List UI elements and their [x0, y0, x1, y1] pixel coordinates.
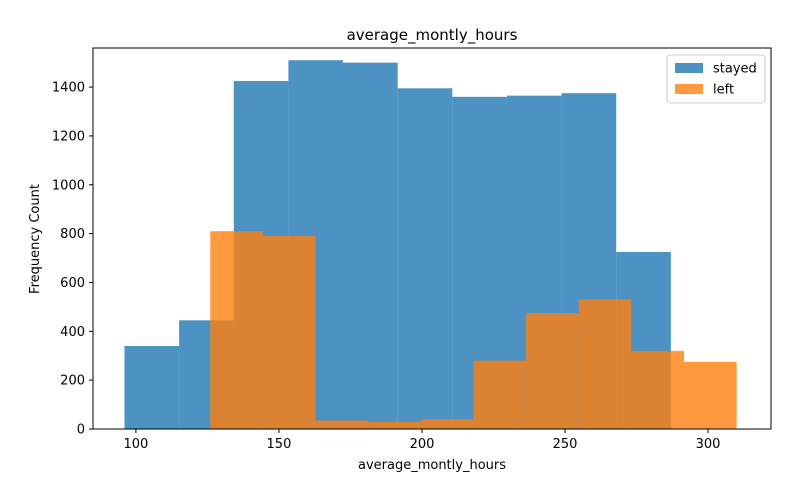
bar-left-4 [420, 419, 474, 429]
legend: stayed left [666, 54, 766, 104]
bar-left-6 [526, 312, 579, 429]
y-tick-label-800: 800 [60, 227, 85, 242]
legend-swatch-stayed [675, 63, 703, 73]
y-tick-label-1200: 1200 [52, 129, 85, 144]
bar-left-9 [684, 361, 737, 429]
bar-stayed-5 [397, 88, 453, 429]
x-tick-label-250: 250 [553, 437, 578, 452]
y-tick-label-600: 600 [60, 276, 85, 291]
x-axis-label: average_montly_hours [358, 458, 506, 473]
y-axis-label: Frequency Count [28, 184, 43, 294]
x-tick-label-200: 200 [410, 437, 435, 452]
bar-left-5 [473, 360, 527, 429]
y-tick-label-1400: 1400 [52, 81, 85, 96]
y-axis: 0 200 400 600 800 1000 1200 1400 [52, 81, 93, 438]
legend-swatch-left [675, 84, 703, 94]
x-axis: 100 150 200 250 300 [123, 429, 720, 452]
bar-left-3 [368, 421, 421, 429]
y-tick-label-1000: 1000 [52, 178, 85, 193]
bar-stayed-0 [124, 345, 180, 429]
legend-label-left: left [713, 83, 734, 98]
bar-left-7 [578, 299, 632, 429]
x-tick-label-300: 300 [696, 437, 721, 452]
bar-left-2 [315, 420, 369, 429]
bar-left-8 [631, 350, 685, 429]
y-tick-label-400: 400 [60, 325, 85, 340]
bar-stayed-4 [343, 62, 398, 430]
y-tick-label-200: 200 [60, 374, 85, 389]
legend-label-stayed: stayed [713, 62, 757, 77]
bars-layer [124, 60, 737, 430]
chart-title: average_montly_hours [347, 26, 518, 45]
y-tick-label-0: 0 [77, 423, 85, 438]
plot-frame [92, 47, 772, 430]
bar-left-1 [262, 236, 316, 429]
x-tick-label-100: 100 [123, 437, 148, 452]
x-tick-label-150: 150 [267, 437, 292, 452]
bar-left-0 [210, 231, 263, 429]
